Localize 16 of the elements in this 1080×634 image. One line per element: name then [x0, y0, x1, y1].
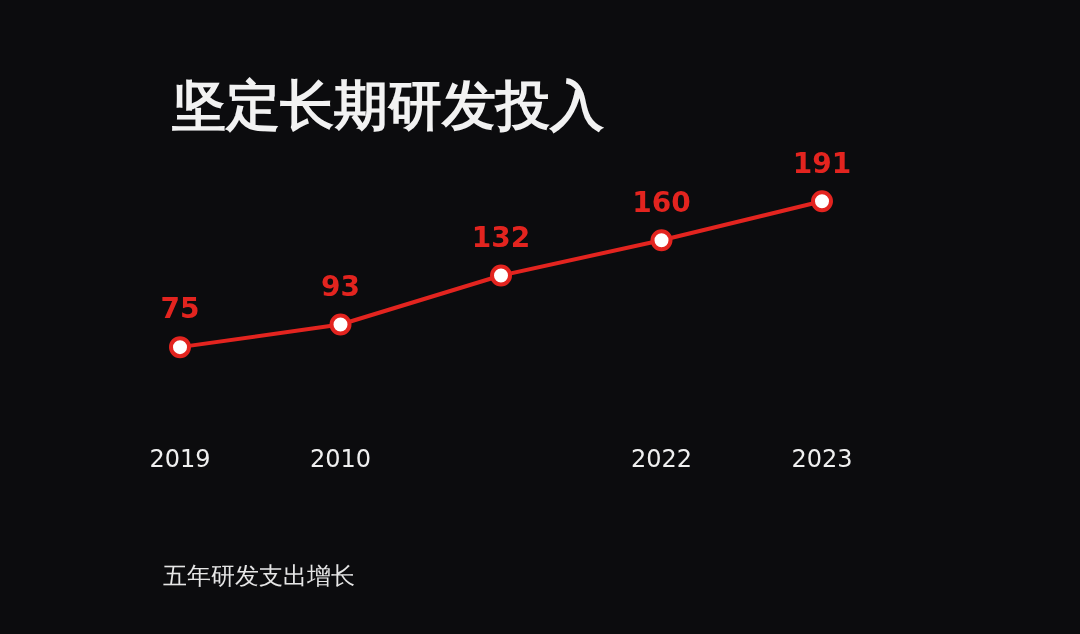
data-label: 191 [792, 146, 852, 180]
data-label: 132 [471, 220, 531, 254]
point [329, 313, 352, 336]
x-tick-label: 2019 [149, 444, 211, 473]
x-tick-label: 2010 [309, 444, 372, 473]
point [811, 190, 833, 213]
point [169, 336, 191, 359]
point [490, 264, 512, 287]
x-tick-label: 2022 [630, 444, 693, 473]
chart-title: 坚定长期研发投入 [172, 73, 604, 139]
data-label: 75 [160, 292, 200, 326]
point [650, 229, 673, 252]
x-tick-label: 2023 [791, 444, 853, 473]
data-label: 160 [632, 185, 691, 219]
text: 五年研发支出增长 [163, 561, 355, 592]
data-label: 93 [321, 269, 360, 303]
